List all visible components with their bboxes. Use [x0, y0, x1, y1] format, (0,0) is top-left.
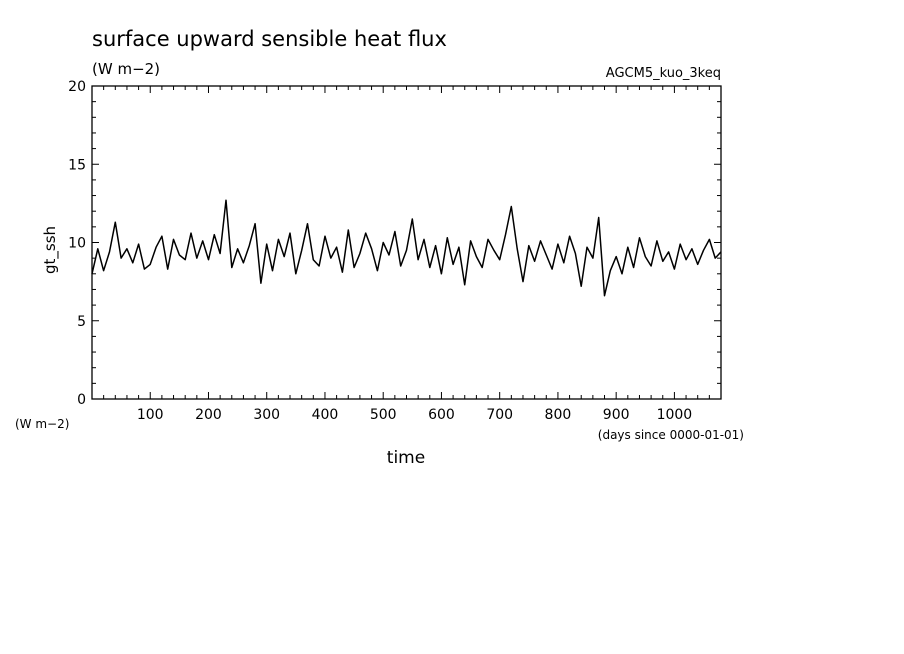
y-tick-label: 20	[68, 79, 86, 95]
y-axis-units: (W m−2)	[15, 417, 69, 431]
y-tick-label: 15	[68, 157, 86, 173]
x-tick-label: 800	[545, 407, 572, 423]
x-axis-units: (days since 0000-01-01)	[598, 428, 744, 442]
series-line	[91, 199, 722, 297]
y-tick-label: 0	[77, 392, 86, 408]
y-axis-label: gt_ssh	[41, 226, 60, 274]
tick-labels: 100 200 300 400 500 600 700 800 900 1000 0 5 10 15 20	[68, 79, 692, 423]
chart-title: surface upward sensible heat flux	[92, 27, 447, 51]
x-tick-label: 200	[195, 407, 222, 423]
y-tick-label: 10	[68, 236, 86, 252]
x-tick-label: 600	[428, 407, 455, 423]
x-tick-label: 700	[486, 407, 513, 423]
x-tick-label: 500	[370, 407, 397, 423]
plot-frame	[91, 85, 722, 400]
x-tick-label: 1000	[657, 407, 693, 423]
x-tick-label: 100	[137, 407, 164, 423]
x-tick-label: 400	[312, 407, 339, 423]
axis-ticks	[92, 86, 721, 399]
experiment-label: AGCM5_kuo_3keq	[606, 66, 721, 81]
x-tick-label: 300	[253, 407, 280, 423]
title-units: (W m−2)	[92, 60, 160, 78]
x-tick-label: 900	[603, 407, 630, 423]
y-tick-label: 5	[77, 314, 86, 330]
x-axis-label: time	[387, 448, 425, 468]
